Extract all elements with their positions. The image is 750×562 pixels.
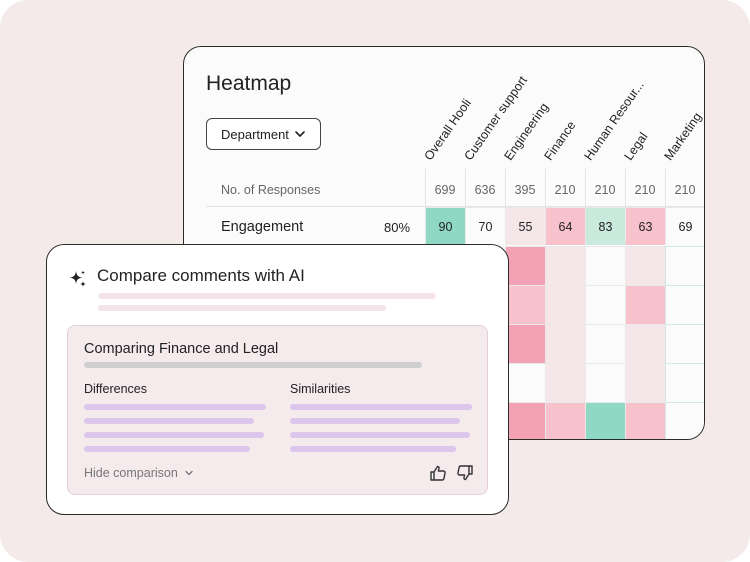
differences-heading: Differences <box>84 382 147 396</box>
heatmap-cell[interactable]: 70 <box>465 207 505 245</box>
thumbs-up-icon[interactable] <box>429 464 447 482</box>
heatmap-cell[interactable] <box>545 363 585 402</box>
heatmap-cell[interactable] <box>505 246 545 285</box>
heatmap-cell[interactable] <box>585 402 625 439</box>
skeleton-line <box>84 432 264 438</box>
department-dropdown-label: Department <box>221 126 289 142</box>
comparison-panel: Comparing Finance and Legal Differences … <box>67 325 488 495</box>
heatmap-cell[interactable] <box>585 285 625 324</box>
heatmap-cell[interactable] <box>545 246 585 285</box>
responses-label: No. of Responses <box>221 183 321 197</box>
engagement-percent: 80% <box>384 220 411 235</box>
skeleton-line <box>290 432 470 438</box>
heatmap-cell[interactable] <box>625 246 665 285</box>
chevron-down-icon <box>185 470 193 476</box>
heatmap-cell[interactable] <box>625 285 665 324</box>
skeleton-line <box>84 362 422 368</box>
similarities-heading: Similarities <box>290 382 351 396</box>
ai-card-title: Compare comments with AI <box>97 266 305 285</box>
response-count: 395 <box>514 183 536 197</box>
heatmap-cell[interactable] <box>545 324 585 363</box>
heatmap-cell[interactable] <box>585 363 625 402</box>
column-guide-line <box>625 169 626 207</box>
heatmap-cell[interactable] <box>585 246 625 285</box>
hide-comparison-label: Hide comparison <box>84 466 178 480</box>
heatmap-cell[interactable] <box>665 324 704 363</box>
skeleton-line <box>84 446 250 452</box>
heatmap-cell[interactable] <box>665 363 704 402</box>
response-count: 210 <box>674 183 696 197</box>
comparison-title: Comparing Finance and Legal <box>84 341 279 357</box>
heatmap-cell[interactable] <box>505 402 545 439</box>
hide-comparison-button[interactable]: Hide comparison <box>84 466 194 480</box>
heatmap-cell[interactable]: 90 <box>425 207 465 245</box>
heatmap-cell[interactable] <box>665 285 704 324</box>
column-guide-line <box>425 169 426 207</box>
heatmap-cell[interactable] <box>505 324 545 363</box>
heatmap-title: Heatmap <box>206 72 292 95</box>
column-guide-line <box>585 169 586 207</box>
column-guide-line <box>545 169 546 207</box>
chevron-down-icon <box>295 131 305 137</box>
skeleton-line <box>98 305 386 311</box>
heatmap-cell[interactable] <box>545 285 585 324</box>
heatmap-cell[interactable] <box>505 363 545 402</box>
response-count: 210 <box>634 183 656 197</box>
heatmap-cell[interactable]: 55 <box>505 207 545 245</box>
heatmap-cell[interactable]: 83 <box>585 207 625 245</box>
heatmap-cell[interactable] <box>545 402 585 439</box>
heatmap-cell[interactable] <box>585 324 625 363</box>
row-divider <box>206 206 704 207</box>
ai-compare-card: Compare comments with AI Comparing Finan… <box>46 244 509 515</box>
heatmap-cell[interactable] <box>625 324 665 363</box>
heatmap-cell[interactable] <box>625 402 665 439</box>
response-count: 210 <box>594 183 616 197</box>
sparkle-icon <box>69 270 86 287</box>
response-count: 636 <box>474 183 496 197</box>
skeleton-line <box>290 446 456 452</box>
heatmap-card: Heatmap Department Overall Hooli Customer… <box>183 46 705 440</box>
heatmap-table: No. of Responses Engagement 80% 699 636 39… <box>184 47 704 439</box>
thumbs-down-icon[interactable] <box>456 464 474 482</box>
heatmap-cell[interactable]: 63 <box>625 207 665 245</box>
column-headers: Overall Hooli Customer support Engineering… <box>184 47 704 207</box>
heatmap-cell[interactable] <box>625 363 665 402</box>
heatmap-cell[interactable]: 69 <box>665 207 704 245</box>
response-count: 210 <box>554 183 576 197</box>
response-count: 699 <box>434 183 456 197</box>
skeleton-line <box>290 404 472 410</box>
heatmap-cell[interactable] <box>665 246 704 285</box>
skeleton-line <box>84 418 254 424</box>
heatmap-cell[interactable]: 64 <box>545 207 585 245</box>
skeleton-line <box>98 293 436 299</box>
skeleton-line <box>84 404 266 410</box>
heatmap-cell[interactable] <box>505 285 545 324</box>
column-guide-line <box>665 169 666 207</box>
department-dropdown[interactable]: Department <box>206 118 321 150</box>
engagement-label[interactable]: Engagement <box>221 219 304 235</box>
skeleton-line <box>290 418 460 424</box>
column-guide-line <box>505 169 506 207</box>
heatmap-cell[interactable] <box>665 402 704 439</box>
column-guide-line <box>465 169 466 207</box>
